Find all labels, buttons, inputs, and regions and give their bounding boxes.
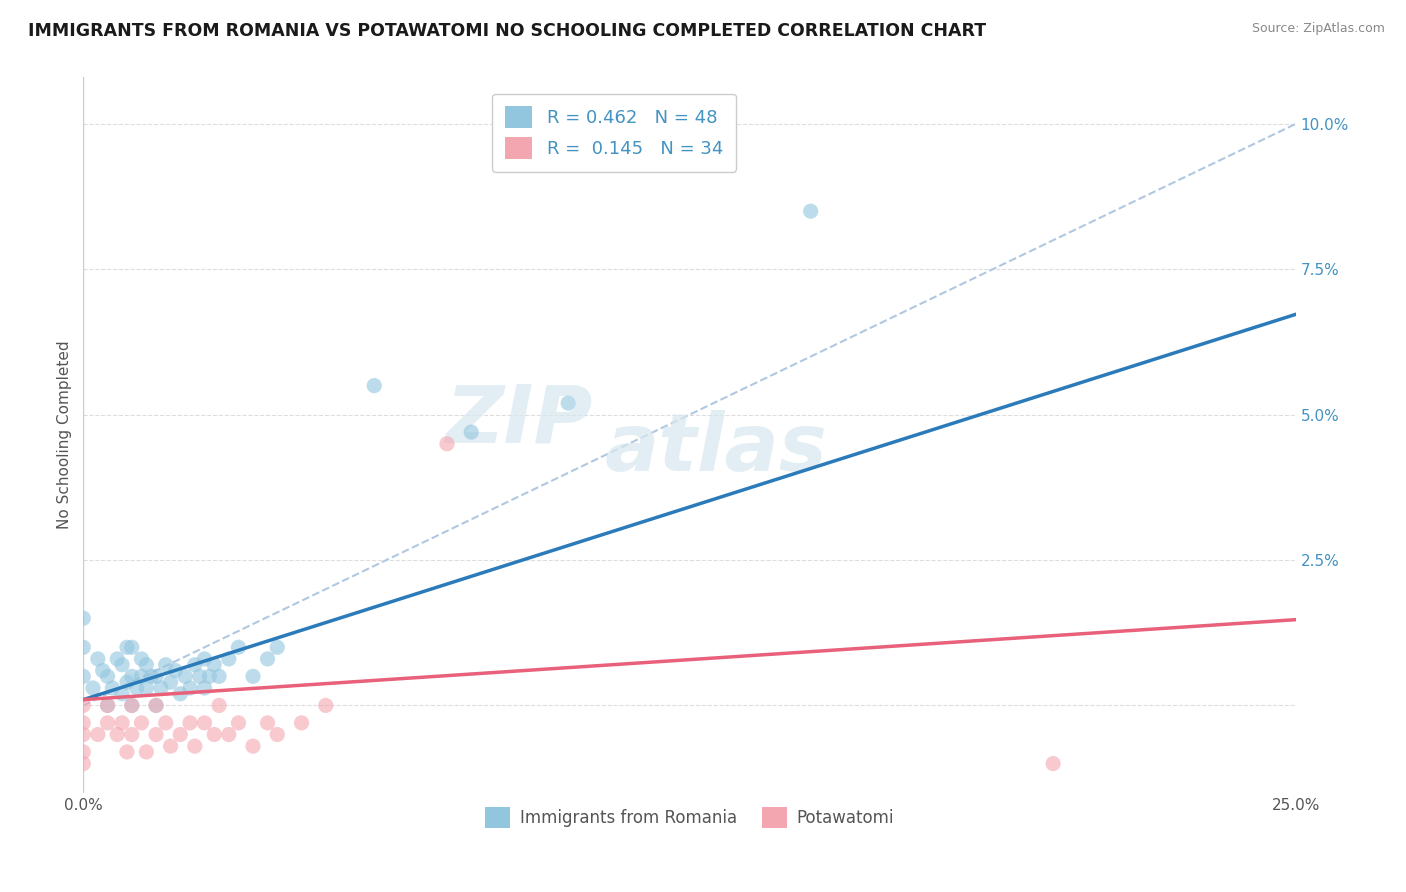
Point [266, 640, 288, 655]
Point [169, 727, 191, 741]
Point [155, 715, 177, 730]
Point [82, 681, 104, 695]
Point [131, 669, 153, 683]
Point [1042, 756, 1064, 771]
Point [111, 687, 134, 701]
Point [193, 715, 215, 730]
Point [315, 698, 337, 713]
Text: IMMIGRANTS FROM ROMANIA VS POTAWATOMI NO SCHOOLING COMPLETED CORRELATION CHART: IMMIGRANTS FROM ROMANIA VS POTAWATOMI NO… [28, 22, 986, 40]
Point [96, 698, 118, 713]
Point [145, 698, 167, 713]
Text: Source: ZipAtlas.com: Source: ZipAtlas.com [1251, 22, 1385, 36]
Point [184, 657, 207, 672]
Point [193, 652, 215, 666]
Point [145, 727, 167, 741]
Legend: Immigrants from Romania, Potawatomi: Immigrants from Romania, Potawatomi [478, 801, 901, 834]
Point [159, 739, 181, 753]
Point [141, 669, 163, 683]
Point [184, 739, 207, 753]
Point [179, 681, 201, 695]
Point [242, 739, 264, 753]
Point [159, 675, 181, 690]
Point [121, 698, 143, 713]
Point [115, 640, 138, 655]
Point [72, 698, 94, 713]
Point [72, 640, 94, 655]
Point [131, 715, 153, 730]
Point [121, 698, 143, 713]
Point [72, 745, 94, 759]
Point [125, 681, 148, 695]
Point [266, 727, 288, 741]
Point [87, 652, 110, 666]
Point [96, 698, 118, 713]
Point [135, 681, 157, 695]
Point [228, 640, 250, 655]
Point [174, 669, 197, 683]
Point [135, 745, 157, 759]
Point [135, 657, 157, 672]
Point [228, 715, 250, 730]
Point [121, 727, 143, 741]
Point [91, 664, 114, 678]
Point [188, 669, 211, 683]
Point [96, 669, 118, 683]
Point [121, 669, 143, 683]
Point [105, 727, 128, 741]
Point [202, 657, 225, 672]
Point [256, 715, 278, 730]
Point [179, 715, 201, 730]
Point [256, 652, 278, 666]
Point [87, 727, 110, 741]
Point [155, 657, 177, 672]
Text: ZIP: ZIP [446, 382, 592, 459]
Point [145, 698, 167, 713]
Text: atlas: atlas [605, 410, 827, 488]
Point [96, 715, 118, 730]
Point [165, 664, 187, 678]
Point [800, 204, 823, 219]
Point [115, 745, 138, 759]
Point [290, 715, 312, 730]
Point [169, 687, 191, 701]
Point [193, 681, 215, 695]
Point [202, 727, 225, 741]
Point [208, 669, 231, 683]
Point [115, 675, 138, 690]
Point [101, 681, 124, 695]
Point [242, 669, 264, 683]
Point [72, 727, 94, 741]
Point [72, 715, 94, 730]
Point [363, 378, 385, 392]
Point [111, 657, 134, 672]
Point [218, 652, 240, 666]
Point [145, 669, 167, 683]
Point [111, 715, 134, 730]
Point [72, 669, 94, 683]
Point [218, 727, 240, 741]
Point [72, 611, 94, 625]
Point [198, 669, 221, 683]
Point [460, 425, 482, 439]
Point [557, 396, 579, 410]
Point [436, 436, 458, 450]
Point [105, 652, 128, 666]
Point [149, 681, 172, 695]
Point [121, 640, 143, 655]
Point [72, 756, 94, 771]
Y-axis label: No Schooling Completed: No Schooling Completed [58, 341, 72, 529]
Point [208, 698, 231, 713]
Point [131, 652, 153, 666]
